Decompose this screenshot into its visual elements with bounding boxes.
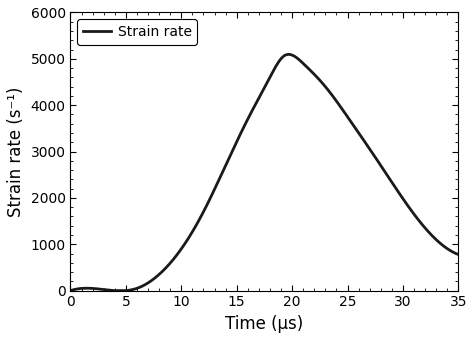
Y-axis label: Strain rate (s⁻¹): Strain rate (s⁻¹) (7, 86, 25, 217)
Line: Strain rate: Strain rate (71, 54, 458, 291)
Strain rate (444, 246, 450, 251)
Strain rate (68, 289, 73, 293)
Strain rate (445, 246, 450, 251)
Strain rate (456, 252, 461, 256)
Strain rate (286, 52, 292, 56)
Strain rate (256, 96, 262, 100)
Legend: Strain rate: Strain rate (77, 19, 197, 45)
Strain rate (87, 286, 93, 290)
Strain rate (373, 156, 379, 160)
Strain rate (246, 115, 252, 119)
X-axis label: Time (μs): Time (μs) (225, 315, 303, 333)
